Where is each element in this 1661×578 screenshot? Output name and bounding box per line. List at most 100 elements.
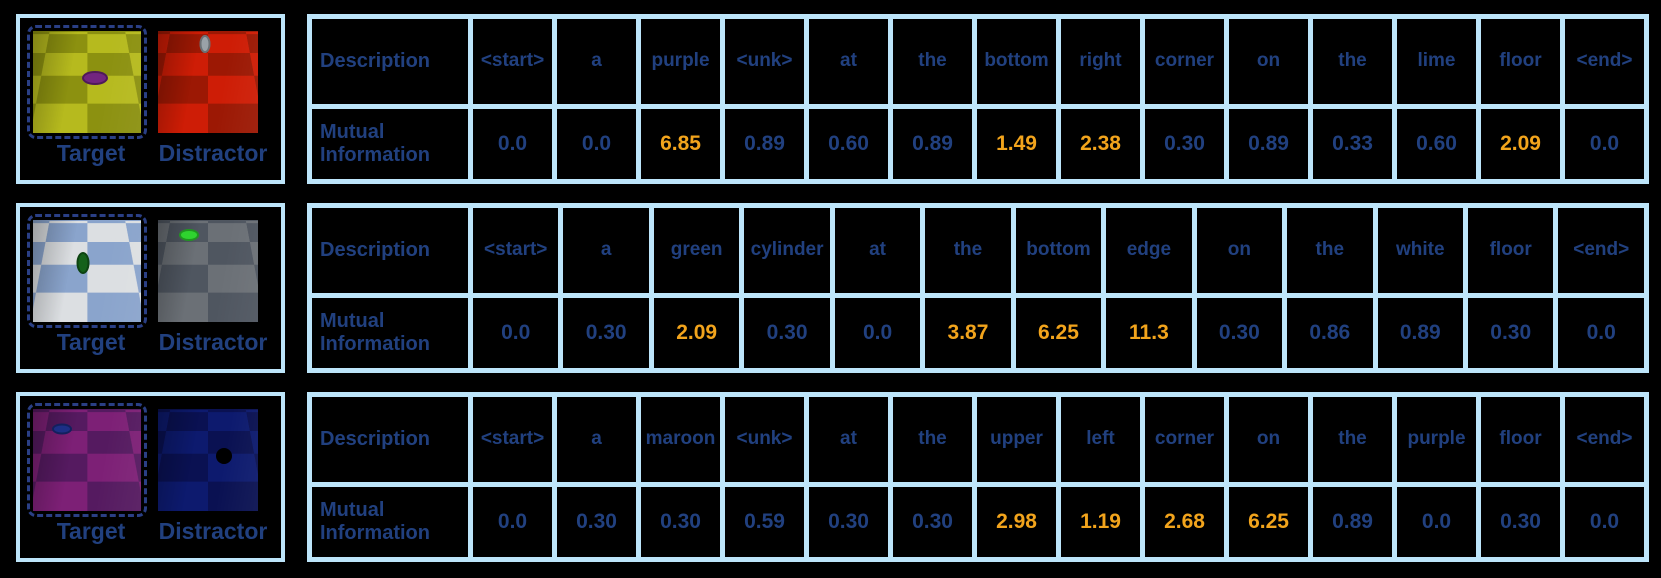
token-cell: at	[829, 203, 926, 298]
mi-value-cell: 2.09	[1476, 103, 1565, 185]
scene-panel: Target Distractor	[16, 14, 285, 184]
mutual-information-table: Description <start> a maroon <unk> at the uppe…	[307, 392, 1649, 563]
target-scene	[27, 211, 147, 328]
token-cell: purple	[636, 14, 725, 109]
mi-value-cell: 1.49	[972, 103, 1061, 185]
token-cell: bottom	[1010, 203, 1107, 298]
target-floor-image	[33, 409, 141, 511]
scene-pair	[27, 211, 258, 328]
target-floor-image	[33, 220, 141, 322]
token-cell: floor	[1462, 203, 1559, 298]
token-cell: purple	[1392, 392, 1481, 487]
checkerboard-floor	[33, 221, 141, 322]
mi-value-cell: 6.85	[636, 103, 725, 185]
scene-panel: Target Distractor	[16, 392, 285, 562]
token-cell: lime	[1392, 14, 1481, 109]
scene-pair	[27, 400, 258, 517]
description-row: Description <start> a maroon <unk> at the uppe…	[307, 392, 1649, 487]
token-cell: on	[1191, 203, 1288, 298]
mi-value-cell: 2.98	[972, 481, 1061, 563]
mi-value-cell: 0.33	[1308, 103, 1397, 185]
mutual-information-row: Mutual Information 0.0 0.30 0.30 0.59 0.30 0.…	[307, 481, 1649, 563]
mi-value-cell: 0.30	[1476, 481, 1565, 563]
token-cell: <end>	[1553, 203, 1649, 298]
target-floor-image	[33, 31, 141, 133]
mutual-information-table: Description <start> a purple <unk> at the bott…	[307, 14, 1649, 185]
mi-value-cell: 0.0	[468, 103, 557, 185]
distractor-floor-image	[158, 409, 258, 511]
token-cell: left	[1056, 392, 1145, 487]
distractor-label: Distractor	[158, 329, 268, 355]
mi-value-cell: 0.30	[739, 292, 835, 374]
mi-value-cell: 2.38	[1056, 103, 1145, 185]
token-cell: right	[1056, 14, 1145, 109]
checkerboard-floor	[33, 410, 141, 511]
description-row: Description <start> a purple <unk> at the bott…	[307, 14, 1649, 109]
example-row: Target Distractor Description <start> a ma…	[16, 392, 1661, 563]
target-dashed-frame	[27, 403, 147, 517]
distractor-floor-image	[158, 31, 258, 133]
distractor-object	[216, 447, 232, 464]
token-cell: the	[1282, 203, 1378, 298]
mi-value-cell: 0.0	[829, 292, 926, 374]
mi-value-cell: 0.89	[1308, 481, 1397, 563]
scene-panel: Target Distractor	[16, 203, 285, 373]
token-cell: the	[1308, 14, 1397, 109]
token-cell: the	[1308, 392, 1397, 487]
mi-value-cell: 2.68	[1140, 481, 1229, 563]
scene-pair	[27, 22, 258, 139]
scene-labels: Target Distractor	[27, 518, 281, 544]
token-cell: <end>	[1560, 14, 1649, 109]
token-cell: on	[1224, 14, 1313, 109]
mi-value-cell: 1.19	[1056, 481, 1145, 563]
token-cell: the	[888, 14, 977, 109]
mi-value-cell: 3.87	[920, 292, 1016, 374]
mi-value-cell: 0.30	[1140, 103, 1229, 185]
mi-value-cell: 0.0	[1392, 481, 1481, 563]
scene-labels: Target Distractor	[27, 140, 281, 166]
mutual-information-row: Mutual Information 0.0 0.30 2.09 0.30 0.0 3.8…	[307, 292, 1649, 374]
token-cell: the	[888, 392, 977, 487]
mi-value-cell: 0.59	[720, 481, 809, 563]
mi-value-cell: 0.30	[1462, 292, 1559, 374]
token-cell: green	[648, 203, 745, 298]
token-cell: <unk>	[720, 14, 809, 109]
token-cell: cylinder	[739, 203, 835, 298]
mi-value-cell: 2.09	[648, 292, 745, 374]
target-scene	[27, 22, 147, 139]
description-header: Description	[307, 14, 473, 109]
mi-value-cell: 6.25	[1010, 292, 1107, 374]
token-cell: edge	[1101, 203, 1197, 298]
target-label: Target	[56, 140, 126, 166]
mi-value-cell: 0.30	[636, 481, 725, 563]
mi-value-cell: 0.60	[804, 103, 893, 185]
token-cell: floor	[1476, 14, 1565, 109]
description-row: Description <start> a green cylinder at the bo…	[307, 203, 1649, 298]
mi-value-cell: 0.89	[720, 103, 809, 185]
mutual-information-header: Mutual Information	[307, 292, 473, 374]
token-cell: at	[804, 14, 893, 109]
target-scene	[27, 400, 147, 517]
distractor-scene	[158, 22, 258, 133]
token-cell: corner	[1140, 14, 1229, 109]
token-cell: on	[1224, 392, 1313, 487]
token-cell: <start>	[467, 203, 564, 298]
distractor-object	[179, 229, 199, 242]
example-row: Target Distractor Description <start> a pu…	[16, 14, 1661, 185]
token-cell: bottom	[972, 14, 1061, 109]
distractor-floor-image	[158, 220, 258, 322]
token-cell: <unk>	[720, 392, 809, 487]
target-label: Target	[56, 329, 126, 355]
mutual-information-header: Mutual Information	[307, 481, 473, 563]
token-cell: a	[552, 392, 641, 487]
token-cell: corner	[1140, 392, 1229, 487]
target-dashed-frame	[27, 25, 147, 139]
mi-value-cell: 0.89	[1224, 103, 1313, 185]
distractor-object	[199, 35, 211, 54]
mi-value-cell: 0.0	[1560, 481, 1649, 563]
mi-value-cell: 0.0	[468, 481, 557, 563]
description-header: Description	[307, 203, 473, 298]
target-object	[81, 70, 108, 85]
checkerboard-floor	[158, 410, 258, 511]
